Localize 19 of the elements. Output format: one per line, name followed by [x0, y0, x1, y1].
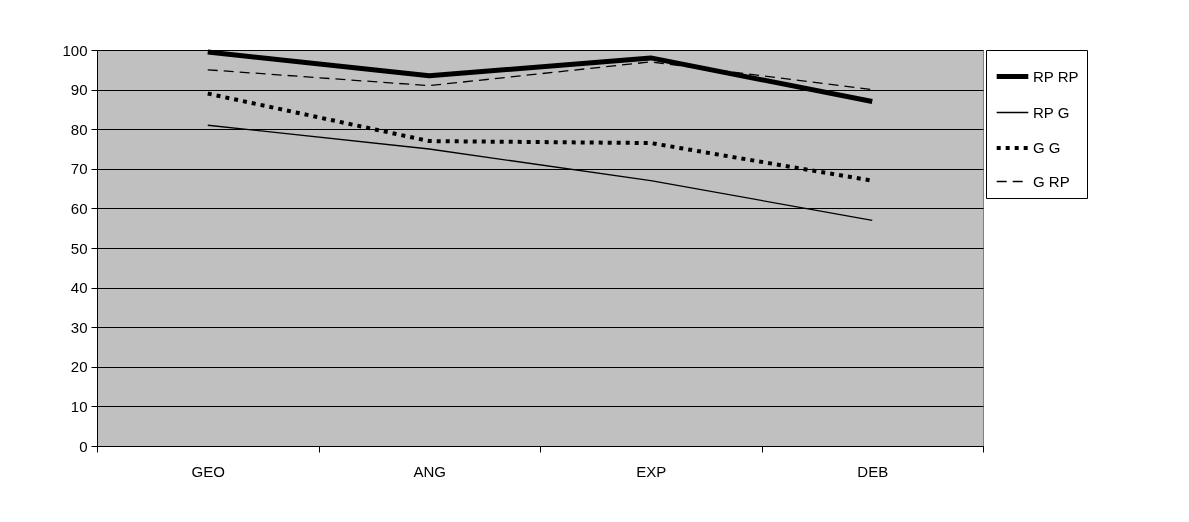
y-tick-label: 20 — [70, 358, 88, 376]
y-tick-label: 90 — [70, 81, 88, 99]
x-tick-label: GEO — [191, 462, 225, 480]
legend-label: RP G — [1033, 103, 1070, 121]
legend-label: G RP — [1033, 172, 1070, 190]
y-tick-label: 70 — [70, 160, 88, 178]
y-tick-label: 80 — [70, 120, 88, 138]
y-tick-label: 10 — [70, 397, 88, 415]
legend-label: G G — [1033, 139, 1061, 156]
legend-label: RP RP — [1033, 67, 1079, 85]
y-tick-label: 50 — [70, 239, 88, 257]
x-tick-label: EXP — [636, 462, 667, 480]
y-tick-label: 40 — [70, 279, 88, 297]
y-tick-label: 30 — [70, 318, 88, 336]
y-tick-label: 0 — [79, 437, 88, 455]
y-tick-label: 60 — [70, 199, 88, 217]
x-tick-label: DEB — [857, 462, 889, 480]
y-tick-label: 100 — [62, 41, 88, 59]
x-tick-label: ANG — [413, 462, 447, 480]
